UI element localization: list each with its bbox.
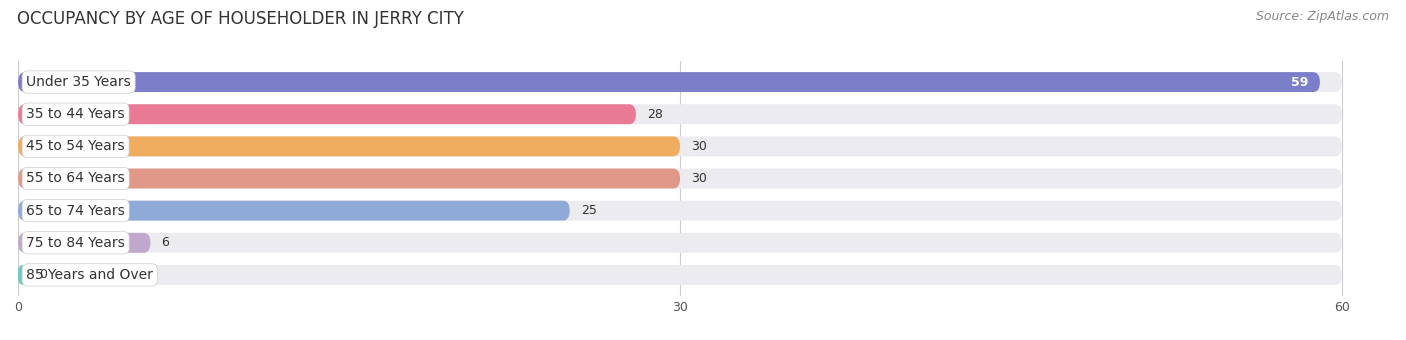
FancyBboxPatch shape — [18, 233, 1341, 253]
Text: 55 to 64 Years: 55 to 64 Years — [27, 171, 125, 186]
Text: 25: 25 — [581, 204, 596, 217]
Text: 85 Years and Over: 85 Years and Over — [27, 268, 153, 282]
FancyBboxPatch shape — [18, 104, 636, 124]
FancyBboxPatch shape — [18, 201, 1341, 221]
Text: 0: 0 — [39, 268, 46, 282]
FancyBboxPatch shape — [18, 201, 569, 221]
FancyBboxPatch shape — [18, 136, 1341, 156]
Text: 65 to 74 Years: 65 to 74 Years — [27, 204, 125, 218]
Text: 28: 28 — [647, 108, 662, 121]
FancyBboxPatch shape — [18, 136, 681, 156]
Text: 30: 30 — [692, 172, 707, 185]
FancyBboxPatch shape — [18, 72, 1320, 92]
Text: 45 to 54 Years: 45 to 54 Years — [27, 139, 125, 153]
FancyBboxPatch shape — [18, 265, 1341, 285]
Text: OCCUPANCY BY AGE OF HOUSEHOLDER IN JERRY CITY: OCCUPANCY BY AGE OF HOUSEHOLDER IN JERRY… — [17, 10, 464, 28]
FancyBboxPatch shape — [18, 169, 681, 188]
FancyBboxPatch shape — [18, 104, 1341, 124]
FancyBboxPatch shape — [18, 265, 28, 285]
Text: 30: 30 — [692, 140, 707, 153]
Text: 35 to 44 Years: 35 to 44 Years — [27, 107, 125, 121]
FancyBboxPatch shape — [18, 233, 150, 253]
FancyBboxPatch shape — [18, 72, 1341, 92]
Text: Source: ZipAtlas.com: Source: ZipAtlas.com — [1256, 10, 1389, 23]
Text: 6: 6 — [162, 236, 169, 249]
FancyBboxPatch shape — [18, 169, 1341, 188]
Text: Under 35 Years: Under 35 Years — [27, 75, 131, 89]
Text: 75 to 84 Years: 75 to 84 Years — [27, 236, 125, 250]
Text: 59: 59 — [1292, 75, 1309, 89]
